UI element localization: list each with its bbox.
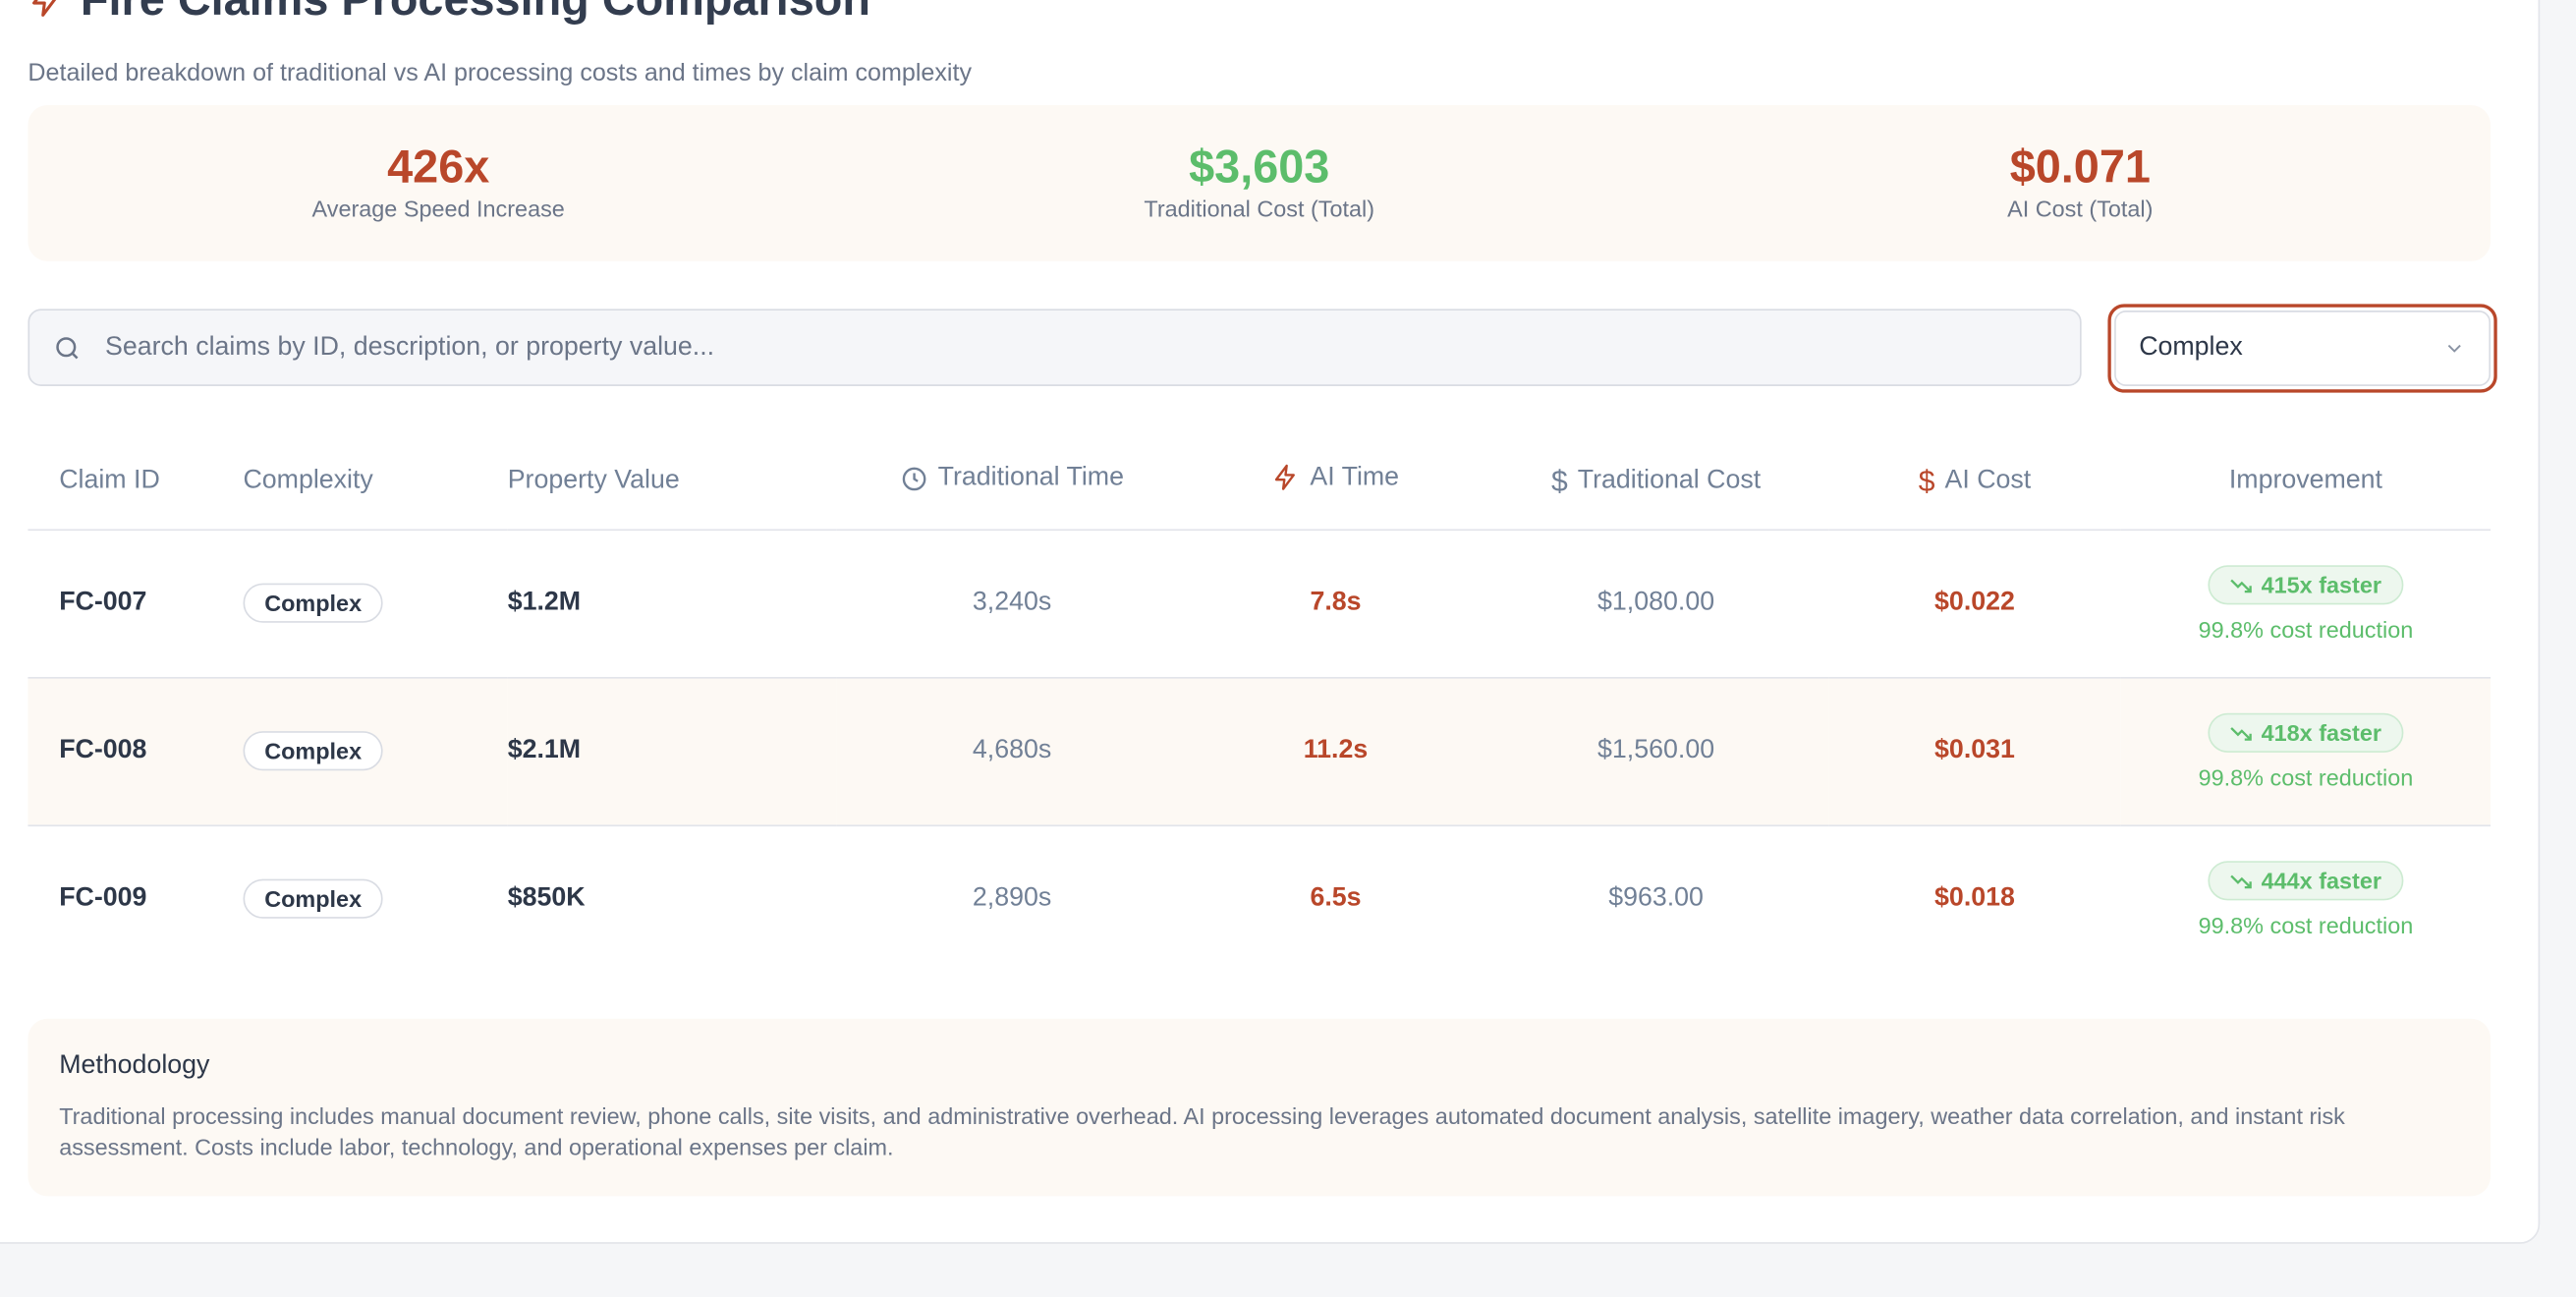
ai-cost: $0.022	[1828, 529, 2121, 678]
speed-badge: 444x faster	[2209, 860, 2403, 900]
complexity-cell: Complex	[243, 676, 508, 826]
stat-ai-cost: $0.071 AI Cost (Total)	[1670, 105, 2492, 261]
stat-label: Average Speed Increase	[311, 195, 565, 222]
search-icon	[56, 336, 79, 359]
traditional-cost: $1,560.00	[1483, 676, 1829, 826]
cost-reduction: 99.8% cost reduction	[2198, 911, 2414, 938]
stat-value: 426x	[387, 141, 490, 193]
search-placeholder: Search claims by ID, description, or pro…	[105, 332, 715, 362]
methodology-title: Methodology	[59, 1051, 210, 1080]
header-label: Traditional Cost	[1577, 467, 1762, 495]
complexity-cell: Complex	[243, 529, 508, 678]
claim-id: FC-009	[59, 884, 147, 913]
improvement-cell: 415x faster 99.8% cost reduction	[2120, 529, 2492, 678]
subtitle: Detailed breakdown of traditional vs AI …	[28, 59, 972, 87]
header-property-value[interactable]: Property Value	[507, 435, 837, 531]
title-text: Fire Claims Processing Comparison	[81, 0, 870, 27]
complexity-badge: Complex	[243, 583, 383, 623]
ai-cost: $0.031	[1828, 676, 2121, 826]
ai-time: 7.8s	[1187, 529, 1484, 678]
speed-badge: 418x faster	[2209, 711, 2403, 753]
header-improvement[interactable]: Improvement	[2120, 435, 2492, 531]
header-ai-cost[interactable]: $ AI Cost	[1828, 435, 2121, 531]
methodology-text: Traditional processing includes manual d…	[59, 1102, 2345, 1160]
header-ai-time[interactable]: AI Time	[1187, 435, 1484, 531]
trending-down-icon	[2230, 726, 2253, 740]
cost-reduction: 99.8% cost reduction	[2198, 762, 2414, 790]
trending-down-icon	[2230, 578, 2253, 592]
stat-label: AI Cost (Total)	[2007, 195, 2154, 222]
header-traditional-cost[interactable]: $ Traditional Cost	[1483, 435, 1829, 531]
chevron-down-icon	[2447, 344, 2461, 353]
summary-stats: 426x Average Speed Increase $3,603 Traditi…	[28, 105, 2492, 261]
table-row[interactable]: FC-007 Complex $1.2M 3,240s 7.8s $1,080.…	[28, 529, 2492, 678]
claims-table: Claim ID Complexity Property Value Tradi…	[28, 435, 2492, 973]
stat-label: Traditional Cost (Total)	[1144, 195, 1375, 222]
complexity-badge: Complex	[243, 879, 383, 920]
lightning-icon	[1275, 465, 1296, 491]
clock-icon	[902, 466, 926, 490]
stat-traditional-cost: $3,603 Traditional Cost (Total)	[849, 105, 1670, 261]
stat-speed: 426x Average Speed Increase	[28, 105, 849, 261]
search-input[interactable]: Search claims by ID, description, or pro…	[28, 309, 2082, 386]
table-header: Claim ID Complexity Property Value Tradi…	[28, 435, 2492, 531]
complexity-cell: Complex	[243, 824, 507, 972]
ai-time: 11.2s	[1187, 676, 1484, 826]
claim-id: FC-007	[28, 529, 244, 678]
cost-reduction: 99.8% cost reduction	[2198, 615, 2414, 642]
selected-value: Complex	[2139, 333, 2243, 362]
traditional-time: 3,240s	[836, 529, 1188, 678]
trending-down-icon	[2230, 874, 2253, 888]
speed-text: 418x faster	[2261, 718, 2381, 746]
header-label: AI Time	[1310, 463, 1400, 491]
header-label: AI Cost	[1944, 467, 2032, 495]
traditional-cost: $1,080.00	[1483, 529, 1829, 678]
header-claim-id[interactable]: Claim ID	[28, 435, 244, 531]
traditional-time: 2,890s	[972, 884, 1052, 913]
ai-cost: $0.018	[1934, 884, 2015, 913]
header-label: Traditional Time	[937, 463, 1124, 491]
header-traditional-time[interactable]: Traditional Time	[836, 435, 1188, 531]
complexity-badge: Complex	[243, 731, 383, 771]
property-value: $1.2M	[507, 529, 837, 678]
table-row[interactable]: FC-009 Complex $850K 2,890s 6.5s $963.00…	[28, 824, 2491, 972]
speed-badge: 415x faster	[2209, 564, 2403, 604]
speed-text: 415x faster	[2261, 571, 2381, 597]
lightning-icon	[32, 0, 57, 17]
property-value: $850K	[507, 884, 586, 913]
improvement-cell: 444x faster 99.8% cost reduction	[2121, 824, 2491, 972]
traditional-cost: $963.00	[1608, 884, 1704, 913]
stat-value: $3,603	[1189, 141, 1330, 193]
dollar-icon: $	[1918, 464, 1935, 498]
speed-text: 444x faster	[2261, 867, 2381, 894]
complexity-filter-select[interactable]: Complex	[2107, 304, 2497, 393]
property-value: $2.1M	[507, 676, 837, 826]
dollar-icon: $	[1550, 464, 1568, 498]
header-complexity[interactable]: Complexity	[243, 435, 508, 531]
traditional-time: 4,680s	[836, 676, 1188, 826]
claim-id: FC-008	[28, 676, 244, 826]
methodology-panel: Methodology Traditional processing inclu…	[28, 1018, 2492, 1197]
stat-value: $0.071	[2009, 141, 2151, 193]
page-title: Fire Claims Processing Comparison	[28, 0, 870, 27]
table-row[interactable]: FC-008 Complex $2.1M 4,680s 11.2s $1,560…	[28, 676, 2492, 826]
improvement-cell: 418x faster 99.8% cost reduction	[2120, 676, 2492, 826]
ai-time: 6.5s	[1310, 884, 1362, 913]
